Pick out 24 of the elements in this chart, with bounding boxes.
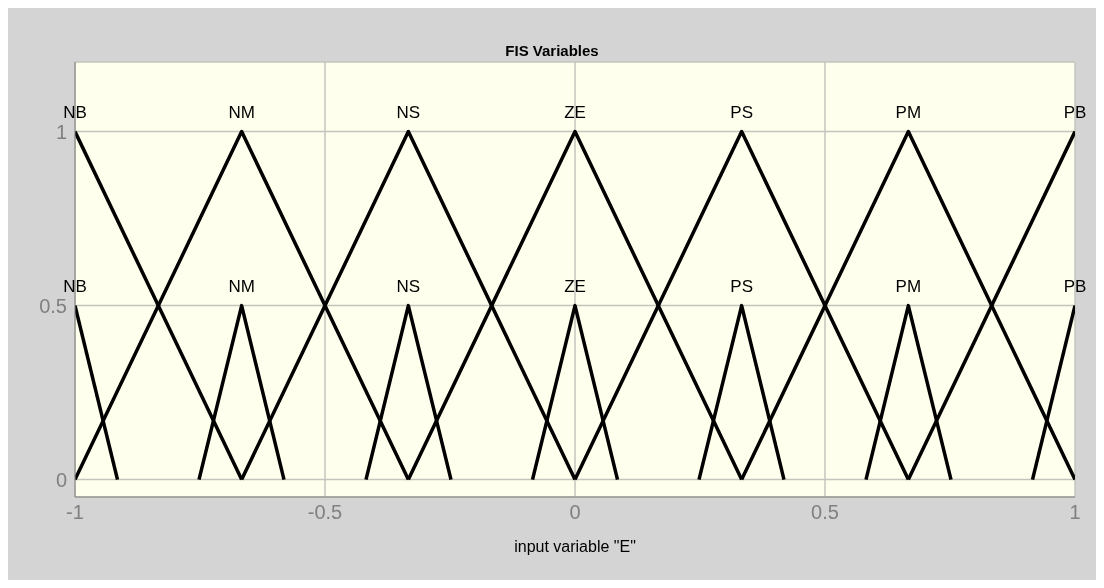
- series-label: PB: [1063, 102, 1087, 122]
- series-label: ZE: [564, 102, 586, 122]
- series-label: NM: [228, 102, 255, 122]
- series-label: PS: [730, 102, 753, 122]
- y-tick-label: 0: [55, 468, 67, 491]
- series-label: NB: [63, 102, 87, 122]
- series-label: NS: [396, 276, 421, 296]
- series-label: PB: [1063, 276, 1087, 296]
- x-tick-label: -0.5: [307, 501, 343, 524]
- series-label: NB: [63, 276, 87, 296]
- series-label: ZE: [564, 276, 586, 296]
- x-tick-label: 1: [1069, 501, 1081, 524]
- x-tick-label: 0: [569, 501, 581, 524]
- y-tick-label: 0.5: [39, 294, 67, 317]
- series-label: PM: [895, 102, 922, 122]
- x-tick-label: 0.5: [811, 501, 839, 524]
- x-axis-title: input variable "E": [514, 538, 636, 555]
- series-label: NS: [396, 102, 421, 122]
- x-tick-label: -1: [66, 501, 84, 524]
- chart-title: FIS Variables: [504, 42, 600, 59]
- series-label: NM: [228, 276, 255, 296]
- series-label: PS: [730, 276, 753, 296]
- y-tick-label: 1: [55, 120, 67, 143]
- series-label: PM: [895, 276, 922, 296]
